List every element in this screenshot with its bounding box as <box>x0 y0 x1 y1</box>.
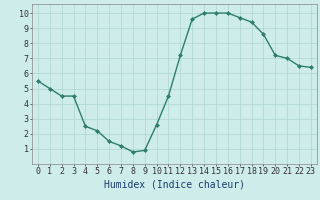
X-axis label: Humidex (Indice chaleur): Humidex (Indice chaleur) <box>104 179 245 189</box>
